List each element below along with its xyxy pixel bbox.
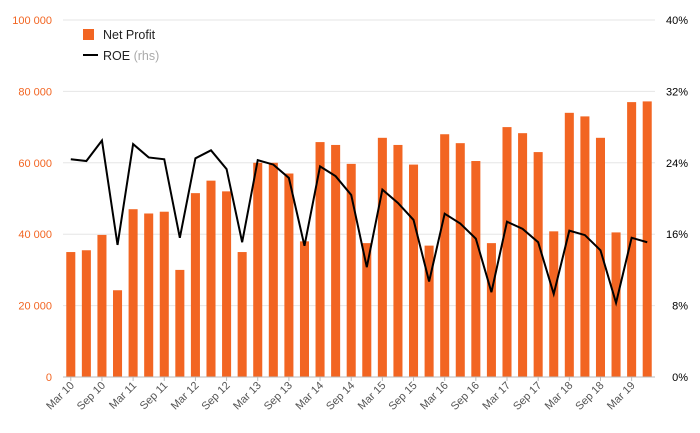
x-tick-label: Sep 17 (511, 380, 544, 413)
bar-net-profit (206, 180, 216, 377)
bar-net-profit (440, 134, 450, 377)
x-tick-label: Mar 12 (169, 380, 202, 413)
bar-net-profit (455, 143, 465, 377)
line-series-roe (70, 137, 648, 307)
x-tick-label: Mar 11 (107, 380, 139, 412)
bar-net-profit (502, 127, 512, 377)
x-tick-label: Mar 15 (356, 380, 389, 413)
bar-net-profit (190, 193, 200, 377)
bar-net-profit (113, 290, 123, 377)
bar-net-profit (518, 133, 528, 377)
bar-net-profit (253, 162, 263, 377)
bar-net-profit (424, 245, 434, 377)
y-left-tick-label: 40 000 (18, 229, 52, 241)
bar-net-profit (409, 164, 419, 377)
bar-net-profit (642, 101, 652, 378)
bar-net-profit (564, 112, 574, 377)
x-tick-label: Sep 11 (138, 380, 171, 413)
y-left-tick-label: 0 (46, 372, 52, 384)
bar-net-profit (128, 209, 138, 377)
bar-net-profit (81, 250, 91, 377)
x-tick-label: Sep 14 (324, 380, 357, 413)
bar-net-profit (97, 234, 107, 377)
bar-net-profit (159, 211, 169, 377)
bar-net-profit (299, 241, 309, 377)
bar-net-profit (533, 152, 543, 377)
y-right-tick-label: 16% (666, 229, 688, 241)
bar-net-profit (393, 144, 403, 377)
bar-net-profit (471, 161, 481, 377)
legend-bar-swatch (83, 29, 94, 40)
legend-line-suffix: (rhs) (134, 49, 160, 63)
x-tick-label: Mar 19 (605, 380, 638, 413)
bar-series-net-profit (66, 101, 652, 378)
bar-net-profit (268, 162, 278, 377)
bar-net-profit (549, 231, 559, 377)
legend-line-label: ROE (103, 49, 130, 63)
bar-net-profit (175, 269, 185, 377)
x-tick-label: Sep 10 (75, 380, 108, 413)
x-tick-label: Sep 12 (200, 380, 233, 413)
legend-line-text: ROE (rhs) (103, 49, 159, 63)
x-tick-label: Sep 15 (387, 380, 420, 413)
bar-net-profit (595, 137, 605, 377)
x-tick-label: Mar 16 (418, 380, 451, 413)
bar-net-profit (486, 243, 496, 378)
x-tick-label: Sep 16 (449, 380, 482, 413)
legend-bar-label: Net Profit (103, 28, 156, 42)
x-tick-label: Mar 10 (44, 380, 77, 413)
y-right-tick-label: 24% (666, 158, 688, 170)
bar-net-profit (284, 173, 294, 377)
bar-net-profit (66, 252, 76, 377)
bar-net-profit (237, 252, 247, 377)
bar-net-profit (362, 243, 372, 378)
y-left-tick-label: 20 000 (18, 301, 52, 313)
bar-net-profit (315, 142, 325, 377)
x-tick-label: Mar 18 (543, 380, 576, 413)
y-left-tick-label: 100 000 (12, 15, 52, 27)
bar-net-profit (222, 191, 232, 377)
y-right-tick-label: 32% (666, 86, 688, 98)
x-tick-label: Mar 14 (293, 380, 326, 413)
y-right-tick-label: 40% (666, 15, 688, 27)
bar-net-profit (144, 213, 154, 377)
y-left-tick-label: 80 000 (18, 86, 52, 98)
y-right-tick-label: 0% (672, 372, 688, 384)
bar-net-profit (331, 144, 341, 377)
y-left-tick-label: 60 000 (18, 158, 52, 170)
x-tick-label: Mar 13 (231, 380, 264, 413)
x-tick-label: Sep 18 (573, 380, 606, 413)
bar-net-profit (346, 163, 356, 377)
roe-line (70, 137, 648, 307)
bar-net-profit (377, 137, 387, 377)
y-right-tick-label: 8% (672, 301, 688, 313)
x-tick-label: Mar 17 (480, 380, 513, 413)
x-tick-label: Sep 13 (262, 380, 295, 413)
legend: Net Profit ROE (rhs) (83, 28, 159, 63)
bar-net-profit (580, 116, 590, 377)
